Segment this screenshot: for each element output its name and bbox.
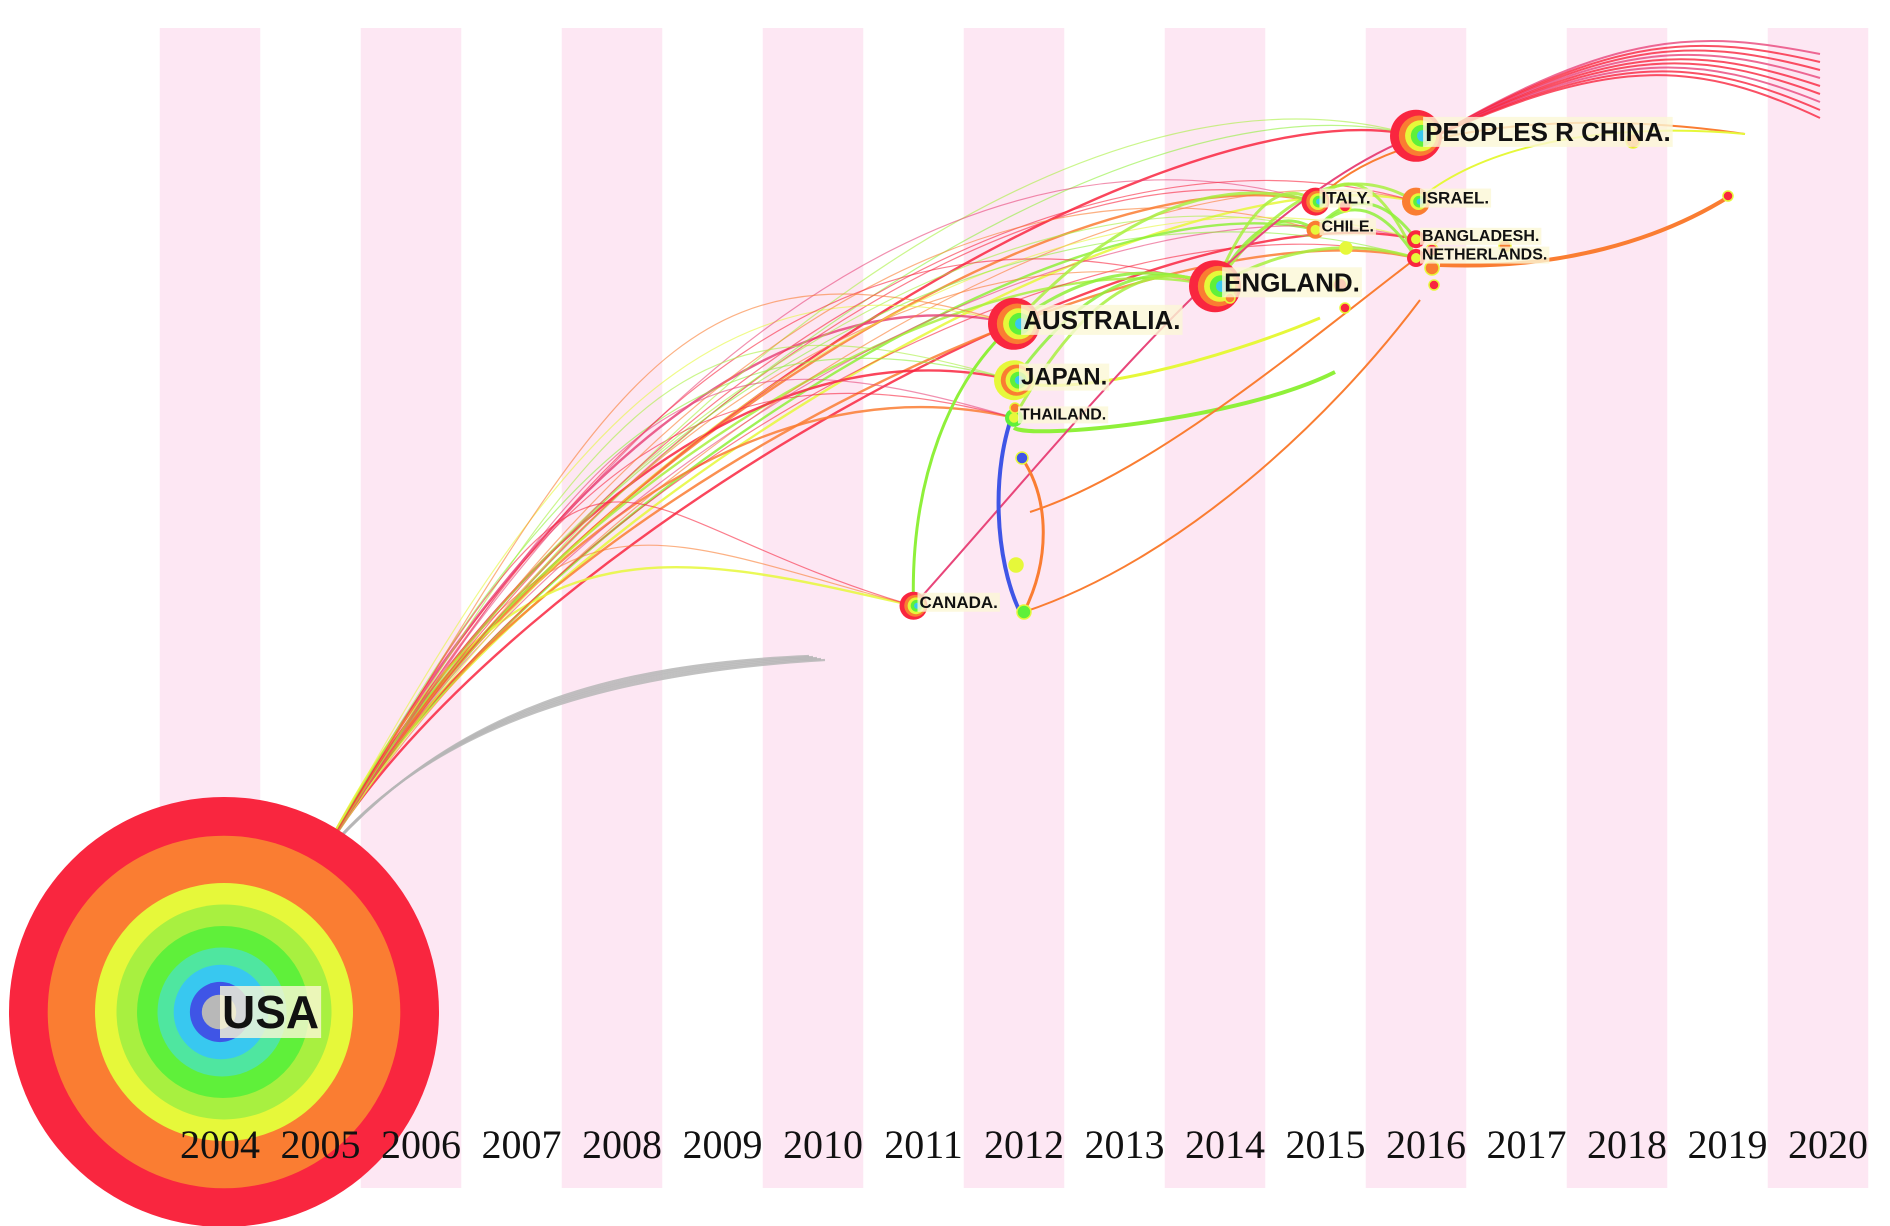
link-china-2020 (1435, 66, 1821, 137)
label-bg (1019, 363, 1110, 391)
link-netherlands-2019 (1439, 194, 1732, 268)
link-usa-bundle (319, 654, 810, 861)
node-minor (1339, 302, 1351, 314)
node-ring (1009, 412, 1019, 423)
year-stripe-2010 (762, 28, 864, 1188)
year-label-2017: 2017 (1487, 1122, 1567, 1167)
label-bg (1222, 267, 1362, 298)
link-canada-australia (911, 322, 1015, 606)
label-bg (1319, 188, 1373, 208)
link-australia-italy (1012, 191, 1316, 325)
label-bg (1423, 116, 1673, 147)
country-nodes (9, 109, 1734, 1226)
year-label-2015: 2015 (1286, 1122, 1366, 1167)
node-minor (1015, 451, 1029, 465)
year-label-2008: 2008 (582, 1122, 662, 1167)
label-bangladesh: BANGLADESH. (1422, 228, 1539, 245)
link-usa-netherlands (319, 243, 1417, 861)
node-ring (1411, 253, 1421, 263)
year-stripe-2008 (561, 28, 663, 1188)
label-bg (1018, 406, 1109, 424)
link-usa-canada (319, 501, 914, 861)
link-thailand-green (1012, 370, 1336, 434)
label-bg (1420, 246, 1550, 264)
link-orange-right (1023, 299, 1421, 613)
label-canada: CANADA. (920, 593, 998, 612)
link-usa-thailand (319, 392, 1015, 861)
label-thailand: THAILAND. (1020, 406, 1106, 423)
year-label-2005: 2005 (281, 1122, 361, 1167)
year-label-2006: 2006 (381, 1122, 461, 1167)
label-italy: ITALY. (1322, 189, 1371, 208)
link-orange-cluster (1020, 457, 1045, 613)
label-netherlands: NETHERLANDS. (1422, 247, 1547, 264)
year-label-2010: 2010 (783, 1122, 863, 1167)
link-usa-italy (319, 189, 1316, 861)
label-usa: USA (222, 986, 319, 1038)
link-usa-chile (319, 207, 1316, 861)
year-label-2016: 2016 (1386, 1122, 1466, 1167)
year-stripe-2020 (1767, 28, 1869, 1188)
year-label-2019: 2019 (1688, 1122, 1768, 1167)
year-label-2012: 2012 (984, 1122, 1064, 1167)
label-bg (1420, 227, 1542, 245)
link-china-2020 (1435, 70, 1821, 137)
link-usa-bangladesh (318, 231, 1417, 861)
node-ring (1411, 234, 1421, 245)
link-blue-cluster (996, 407, 1022, 613)
link-china-2020 (1435, 62, 1821, 137)
link-usa-bangladesh (319, 216, 1417, 861)
link-orange-right-2 (1029, 239, 1441, 513)
year-label-2018: 2018 (1587, 1122, 1667, 1167)
label-bg (917, 592, 1000, 612)
label-bg (1420, 188, 1492, 208)
label-england: ENGLAND. (1224, 267, 1360, 297)
label-bg (1021, 304, 1183, 335)
label-israel: ISRAEL. (1422, 189, 1489, 208)
country-labels: USA PEOPLES R CHINA. ITALY. ISRAEL. CHILE. BA… (220, 116, 1673, 1038)
label-bg (1319, 218, 1376, 236)
label-chile: CHILE. (1322, 218, 1374, 235)
link-usa-japan (319, 357, 1015, 861)
year-label-2004: 2004 (180, 1122, 260, 1167)
year-axis: 2004 2005 2006 2007 2008 2009 2010 2011 2012 2013… (180, 1122, 1868, 1167)
link-china-2020 (1435, 58, 1821, 137)
year-label-2009: 2009 (683, 1122, 763, 1167)
link-usa-england (319, 258, 1216, 861)
year-label-2020: 2020 (1788, 1122, 1868, 1167)
label-bg (220, 986, 322, 1038)
label-japan: JAPAN. (1021, 364, 1107, 391)
link-usa-canada (319, 544, 914, 861)
label-australia: AUSTRALIA. (1023, 305, 1180, 335)
label-china: PEOPLES R CHINA. (1425, 117, 1671, 147)
node-minor (1339, 241, 1353, 255)
node-ring (1310, 224, 1321, 235)
year-label-2007: 2007 (482, 1122, 562, 1167)
link-china-2020 (1435, 74, 1821, 137)
link-usa-england (319, 271, 1216, 861)
link-usa-australia (319, 304, 1015, 861)
link-usa-israel (319, 180, 1417, 861)
year-label-2014: 2014 (1185, 1122, 1265, 1167)
year-stripe-2018 (1566, 28, 1668, 1188)
link-usa-china (319, 118, 1417, 861)
node-minor (1008, 557, 1024, 573)
link-usa-japan (319, 344, 1015, 861)
node-minor (1722, 190, 1734, 202)
node-minor (1428, 279, 1440, 291)
year-label-2013: 2013 (1085, 1122, 1165, 1167)
link-usa-thailand (319, 378, 1015, 861)
node-minor (1016, 604, 1032, 620)
year-label-2011: 2011 (884, 1122, 963, 1167)
